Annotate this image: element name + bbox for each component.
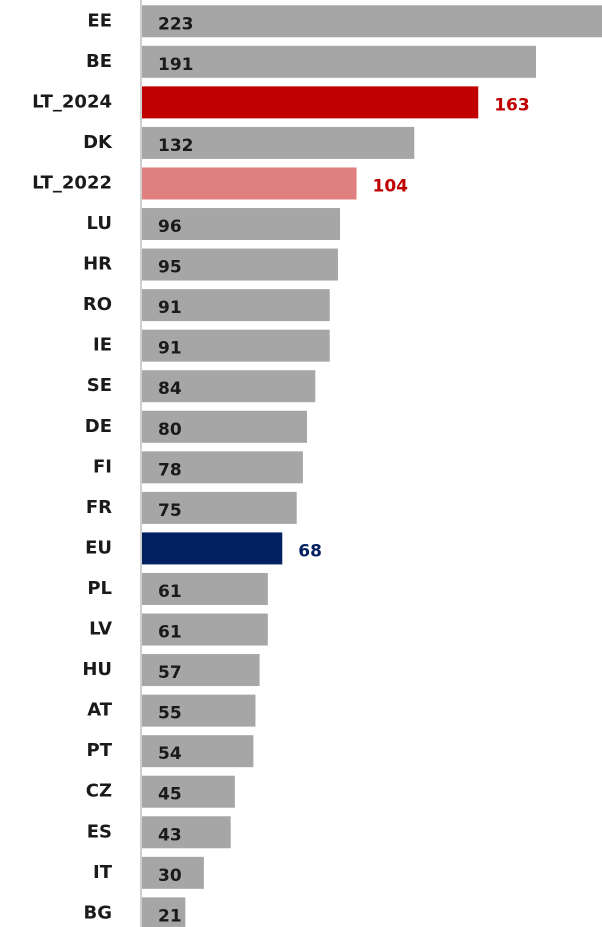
bar — [142, 329, 330, 362]
category-label: BG — [84, 902, 113, 923]
value-label: 104 — [373, 176, 409, 196]
bar — [142, 45, 536, 78]
value-label: 43 — [158, 825, 182, 845]
category-label: SE — [87, 375, 112, 396]
category-label: HR — [83, 254, 112, 275]
value-label: 91 — [158, 339, 182, 359]
value-label: 91 — [158, 298, 182, 318]
category-label: AT — [87, 700, 113, 721]
bar — [142, 86, 479, 119]
bar — [142, 248, 338, 281]
value-label: 223 — [158, 14, 194, 34]
value-label: 163 — [494, 95, 529, 115]
value-label: 61 — [158, 582, 182, 602]
category-label: CZ — [86, 781, 112, 802]
category-label: LT_2022 — [32, 172, 112, 193]
value-label: 30 — [158, 866, 182, 886]
value-label: 84 — [158, 379, 182, 399]
category-label: IT — [93, 862, 113, 883]
bar — [142, 654, 260, 687]
bar — [142, 532, 283, 565]
category-label: IE — [93, 335, 112, 356]
bar — [142, 167, 357, 200]
category-label: PL — [87, 578, 112, 599]
bar — [142, 856, 204, 889]
value-label: 75 — [158, 501, 182, 521]
category-label: PT — [87, 740, 113, 761]
bar — [142, 816, 231, 849]
bar — [142, 897, 186, 927]
value-label: 132 — [158, 136, 194, 156]
value-label: 78 — [158, 460, 182, 480]
category-label: LU — [87, 213, 112, 234]
value-label: 45 — [158, 785, 182, 805]
value-label: 57 — [158, 663, 182, 683]
bar — [142, 370, 316, 403]
value-label: 191 — [158, 55, 194, 75]
bar — [142, 451, 303, 484]
bar — [142, 735, 254, 768]
category-label: FR — [86, 497, 112, 518]
value-label: 80 — [158, 420, 182, 440]
bar — [142, 775, 235, 808]
value-label: 68 — [298, 541, 322, 561]
bar — [142, 5, 602, 38]
category-label: HU — [82, 659, 112, 680]
category-label: FI — [93, 456, 112, 477]
value-label: 21 — [158, 906, 182, 926]
category-label: RO — [83, 294, 112, 315]
bar — [142, 694, 256, 727]
value-label: 61 — [158, 623, 182, 643]
bar — [142, 572, 268, 605]
value-label: 95 — [158, 258, 182, 278]
bar — [142, 126, 415, 159]
category-label: EE — [87, 10, 112, 31]
value-label: 55 — [158, 704, 182, 724]
value-label: 96 — [158, 217, 182, 237]
bar — [142, 410, 308, 443]
category-label: EU — [85, 537, 112, 558]
bar — [142, 208, 341, 241]
category-label: BE — [86, 51, 112, 72]
category-label: ES — [87, 821, 112, 842]
bar — [142, 289, 330, 322]
bar — [142, 491, 297, 524]
category-label: DE — [85, 416, 112, 437]
category-label: LV — [89, 619, 112, 640]
category-label: LT_2024 — [32, 91, 112, 112]
bar — [142, 613, 268, 646]
value-label: 54 — [158, 744, 182, 764]
category-label: DK — [83, 132, 113, 153]
